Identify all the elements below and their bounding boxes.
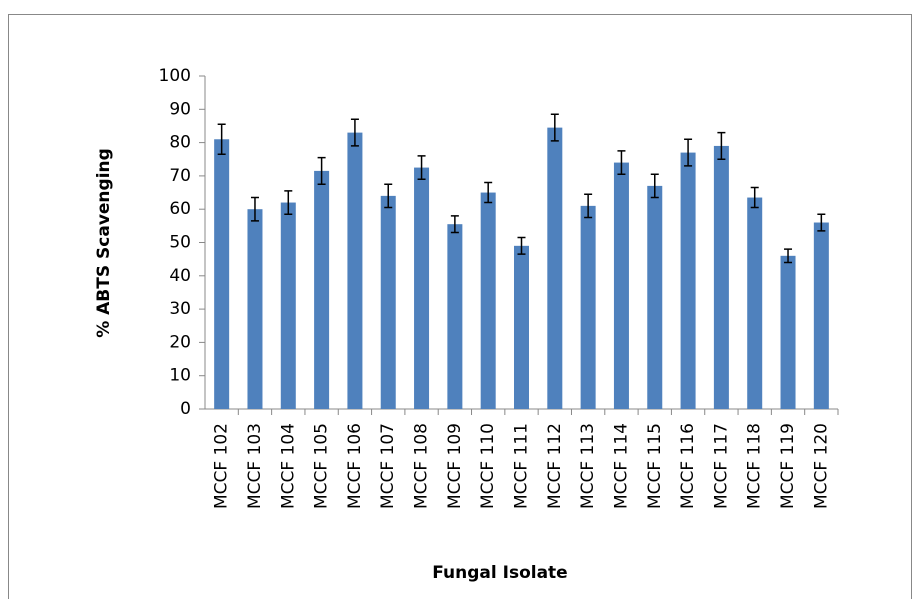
bar	[780, 255, 796, 409]
bar	[280, 202, 296, 409]
error-bar	[650, 173, 659, 199]
y-tick-label: 60	[169, 199, 191, 219]
bar	[247, 209, 263, 409]
y-tick-label: 50	[169, 233, 191, 253]
error-bar	[684, 138, 693, 167]
y-tick-label: 30	[169, 299, 191, 319]
x-tick-label: MCCF 108	[412, 423, 432, 509]
y-tick-label: 10	[169, 366, 191, 386]
x-tick-label: MCCF 116	[678, 423, 698, 509]
y-tick-label: 20	[169, 332, 191, 352]
error-bar	[817, 213, 826, 232]
error-bar	[517, 236, 526, 255]
bar	[747, 197, 763, 409]
y-tick-label: 40	[169, 266, 191, 286]
bar	[480, 192, 496, 409]
error-bar	[450, 215, 459, 234]
bar	[813, 222, 829, 409]
x-tick-label: MCCF 113	[578, 423, 598, 509]
bar	[414, 167, 430, 409]
error-bar	[550, 113, 559, 142]
bar	[580, 205, 596, 409]
error-bar	[217, 123, 226, 156]
bar	[547, 127, 563, 410]
bar	[713, 145, 729, 409]
x-tick-label: MCCF 119	[778, 423, 798, 509]
x-tick-label: MCCF 106	[345, 423, 365, 509]
error-bar	[384, 183, 393, 209]
x-tick-label: MCCF 110	[478, 423, 498, 509]
error-bar	[350, 118, 359, 147]
x-axis-label: Fungal Isolate	[432, 563, 567, 583]
bar	[347, 132, 363, 410]
y-tick-label: 70	[169, 166, 191, 186]
error-bar	[617, 150, 626, 175]
y-tick-label: 100	[159, 66, 191, 86]
error-bar	[417, 155, 426, 180]
error-bar	[484, 181, 493, 204]
error-bar	[317, 156, 326, 185]
y-tick-label: 90	[169, 99, 191, 119]
x-tick-label: MCCF 105	[312, 423, 332, 509]
x-tick-label: MCCF 112	[545, 423, 565, 509]
error-bar	[784, 248, 793, 264]
bar	[514, 245, 529, 409]
x-tick-label: MCCF 115	[645, 423, 665, 509]
error-bar	[717, 131, 726, 160]
x-tick-label: MCCF 120	[811, 423, 831, 509]
y-axis-label: % ABTS Scavenging	[94, 148, 114, 338]
x-tick-label: MCCF 117	[711, 423, 731, 509]
x-tick-label: MCCF 109	[445, 423, 465, 509]
bar	[447, 224, 463, 409]
bar	[380, 195, 396, 409]
chart-frame	[8, 14, 912, 599]
y-tick-label: 0	[180, 399, 191, 419]
x-tick-label: MCCF 114	[611, 423, 631, 509]
x-tick-label: MCCF 104	[278, 423, 298, 509]
x-tick-label: MCCF 107	[378, 423, 398, 509]
bar	[647, 185, 663, 409]
bar	[680, 152, 696, 409]
error-bar	[284, 190, 293, 215]
x-tick-label: MCCF 118	[745, 423, 765, 509]
y-tick-label: 80	[169, 133, 191, 153]
error-bar	[750, 186, 759, 209]
x-tick-label: MCCF 102	[212, 423, 232, 509]
error-bar	[250, 196, 259, 222]
bar	[613, 162, 629, 409]
bar	[314, 170, 330, 409]
error-bar	[584, 193, 593, 219]
bar	[214, 139, 230, 409]
x-tick-label: MCCF 103	[245, 423, 265, 509]
x-tick-label: MCCF 111	[512, 423, 532, 509]
